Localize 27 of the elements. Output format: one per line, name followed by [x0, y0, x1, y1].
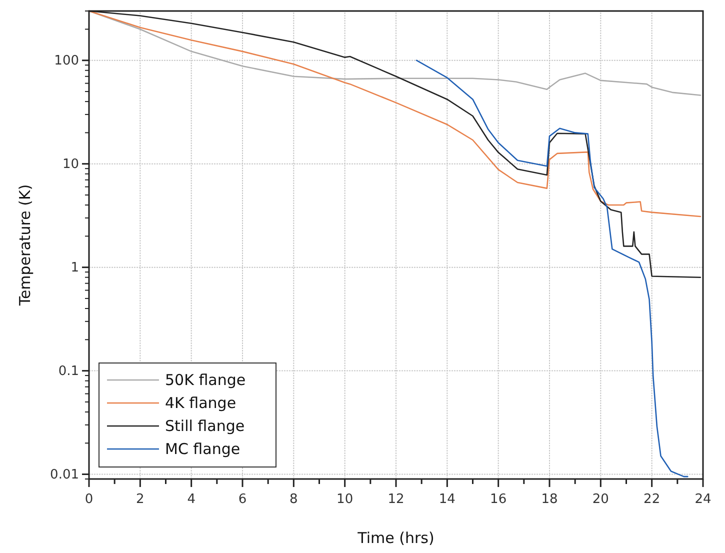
y-tick-label: 10: [62, 156, 79, 172]
x-tick-label: 20: [592, 492, 609, 507]
x-tick-label: 14: [438, 492, 456, 507]
legend-label: 4K flange: [165, 394, 236, 412]
x-tick-label: 2: [136, 492, 144, 507]
y-axis-title: Temperature (K): [16, 184, 34, 307]
x-tick-label: 16: [490, 492, 507, 507]
legend-label: MC flange: [165, 440, 240, 458]
y-tick-label: 1: [70, 260, 79, 276]
line-series: [88, 10, 702, 218]
y-tick-label: 100: [54, 53, 79, 68]
x-axis-title: Time (hrs): [356, 529, 434, 547]
line-series: [88, 10, 702, 96]
x-tick-label: 6: [238, 492, 247, 507]
x-tick-label: 24: [694, 492, 712, 507]
x-tick-label: 8: [290, 492, 298, 507]
y-tick-label: 0.01: [50, 467, 79, 482]
x-tick-label: 10: [336, 492, 354, 507]
legend-label: 50K flange: [165, 371, 246, 389]
x-tick-label: 0: [84, 492, 94, 507]
line-series: [416, 60, 688, 478]
y-tick-label: 0.1: [58, 364, 79, 379]
x-tick-label: 18: [541, 492, 558, 507]
x-tick-label: 4: [187, 492, 196, 507]
x-tick-label: 12: [388, 492, 404, 507]
x-tick-label: 22: [644, 492, 660, 507]
legend-label: Still flange: [165, 417, 245, 435]
